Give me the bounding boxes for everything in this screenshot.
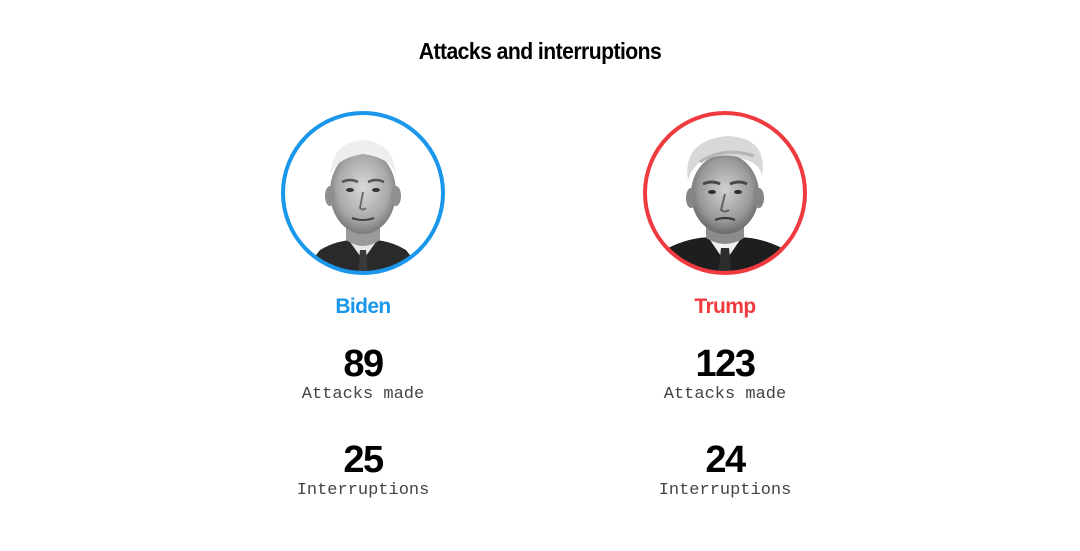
attacks-stat-biden: 89 Attacks made (233, 344, 493, 406)
candidate-card-trump: Trump 123 Attacks made 24 Interruptions (595, 110, 855, 502)
interruptions-value-biden: 25 (343, 439, 384, 481)
candidate-name-biden: Biden (335, 295, 391, 318)
attacks-stat-trump: 123 Attacks made (595, 344, 855, 406)
biden-portrait (280, 110, 446, 276)
interruptions-stat-trump: 24 Interruptions (595, 440, 855, 502)
interruptions-label-trump: Interruptions (658, 481, 792, 500)
trump-portrait-image (643, 111, 807, 275)
interruptions-label-biden: Interruptions (296, 481, 430, 500)
attacks-value-trump: 123 (695, 343, 756, 385)
attacks-label-biden: Attacks made (301, 385, 425, 404)
candidate-card-biden: Biden 89 Attacks made 25 Interruptions (233, 110, 493, 502)
attacks-label-trump: Attacks made (663, 385, 787, 404)
trump-portrait (642, 110, 808, 276)
attacks-value-biden: 89 (343, 343, 384, 385)
biden-portrait-image (281, 111, 445, 275)
interruptions-stat-biden: 25 Interruptions (233, 440, 493, 502)
candidate-name-trump: Trump (694, 295, 756, 318)
interruptions-value-trump: 24 (705, 439, 746, 481)
page-title: Attacks and interruptions (418, 38, 662, 64)
